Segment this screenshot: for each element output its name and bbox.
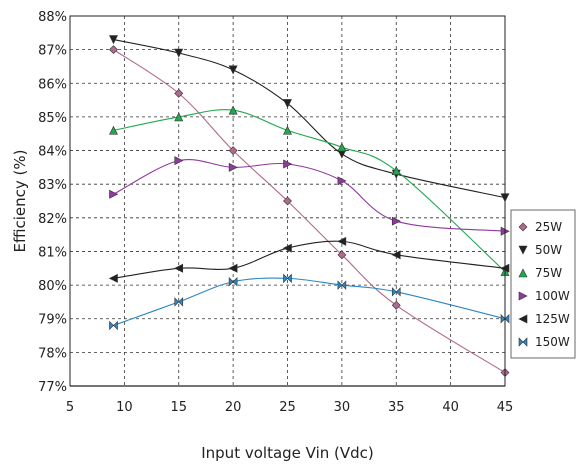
y-tick-label: 88%: [38, 10, 67, 25]
legend-label: 150W: [535, 335, 570, 349]
x-tick-label: 30: [334, 400, 351, 415]
y-tick-labels: 77% 78% 79% 80% 81% 82% 83% 84% 85% 86% 87% 88%: [38, 10, 67, 395]
data-point: [391, 300, 401, 310]
data-point: [391, 216, 401, 226]
data-point: [283, 159, 293, 169]
data-point: [228, 105, 238, 115]
x-tick-label: 35: [388, 400, 405, 415]
y-tick-label: 87%: [38, 44, 67, 59]
data-point: [174, 112, 184, 122]
legend-item: 75W: [518, 266, 562, 280]
data-point: [337, 176, 347, 186]
legend-marker: [518, 337, 528, 347]
legend-marker: [518, 222, 528, 232]
y-tick-label: 81%: [38, 245, 67, 260]
data-point: [174, 48, 184, 58]
data-point: [109, 45, 118, 55]
data-point: [109, 189, 119, 199]
x-tick-label: 15: [170, 400, 187, 415]
y-tick-label: 84%: [38, 145, 67, 160]
data-point: [109, 125, 118, 135]
legend-label: 125W: [535, 312, 570, 326]
x-tick-label: 45: [497, 400, 514, 415]
data-point: [391, 250, 401, 260]
x-tick-labels: 5 10 15 20 25 30 35 40 45: [66, 400, 513, 415]
series-line: [113, 109, 506, 273]
data-point: [337, 236, 347, 246]
data-point: [174, 156, 184, 166]
data-point: [228, 162, 238, 172]
legend-item: 50W: [518, 243, 562, 257]
series-125W: [108, 236, 510, 283]
y-tick-label: 77%: [38, 380, 67, 395]
x-axis-title: Input voltage Vin (Vdc): [201, 444, 374, 462]
legend-item: 25W: [518, 220, 562, 234]
legend-marker: [518, 245, 528, 255]
grid-lines: [70, 16, 505, 387]
data-point: [283, 196, 292, 206]
data-point: [108, 273, 118, 283]
data-point: [337, 142, 347, 152]
legend-marker: [518, 268, 528, 278]
legend-item: 125W: [518, 312, 570, 326]
x-tick-label: 25: [279, 400, 296, 415]
series-75W: [109, 105, 510, 276]
data-point: [228, 263, 238, 273]
series-150W: [109, 273, 510, 331]
legend-marker: [518, 291, 528, 301]
y-tick-label: 86%: [38, 77, 67, 92]
data-point: [174, 88, 184, 98]
x-tick-label: 10: [116, 400, 133, 415]
legend-item: 100W: [518, 289, 570, 303]
x-tick-label: 20: [225, 400, 242, 415]
data-point: [174, 263, 184, 273]
x-tick-label: 40: [442, 400, 459, 415]
legend-label: 50W: [535, 243, 562, 257]
data-point: [228, 277, 238, 287]
legend-box: [510, 209, 576, 359]
y-tick-label: 79%: [38, 313, 67, 328]
data-point: [228, 146, 238, 155]
data-point: [337, 280, 347, 290]
plot-frame: [69, 15, 506, 387]
legend-label: 75W: [535, 266, 562, 280]
data-point: [283, 273, 292, 284]
legend-marker: [518, 314, 528, 324]
legend: 25W 50W 75W 100W 125W 150W: [510, 209, 576, 359]
data-point: [174, 297, 184, 307]
y-tick-label: 78%: [38, 346, 67, 361]
data-point: [283, 99, 292, 109]
series-100W: [109, 156, 510, 236]
y-tick-label: 83%: [38, 178, 67, 193]
data-point: [337, 250, 347, 260]
series-line: [113, 159, 506, 232]
y-tick-label: 82%: [38, 212, 67, 227]
legend-label: 25W: [535, 220, 562, 234]
legend-item: 150W: [518, 335, 570, 349]
series-layer: [108, 35, 510, 377]
data-point: [283, 125, 292, 135]
series-line: [113, 240, 506, 279]
y-tick-label: 85%: [38, 111, 67, 126]
data-point: [391, 287, 401, 297]
y-tick-label: 80%: [38, 279, 67, 294]
data-point: [282, 243, 292, 253]
x-tick-label: 5: [66, 400, 74, 415]
series-line: [113, 49, 506, 374]
series-25W: [109, 45, 510, 377]
y-axis-title: Efficiency (%): [11, 150, 29, 253]
data-point: [109, 320, 118, 331]
data-point: [228, 65, 238, 75]
legend-label: 100W: [535, 289, 570, 303]
data-point: [391, 166, 401, 176]
data-point: [109, 35, 118, 45]
